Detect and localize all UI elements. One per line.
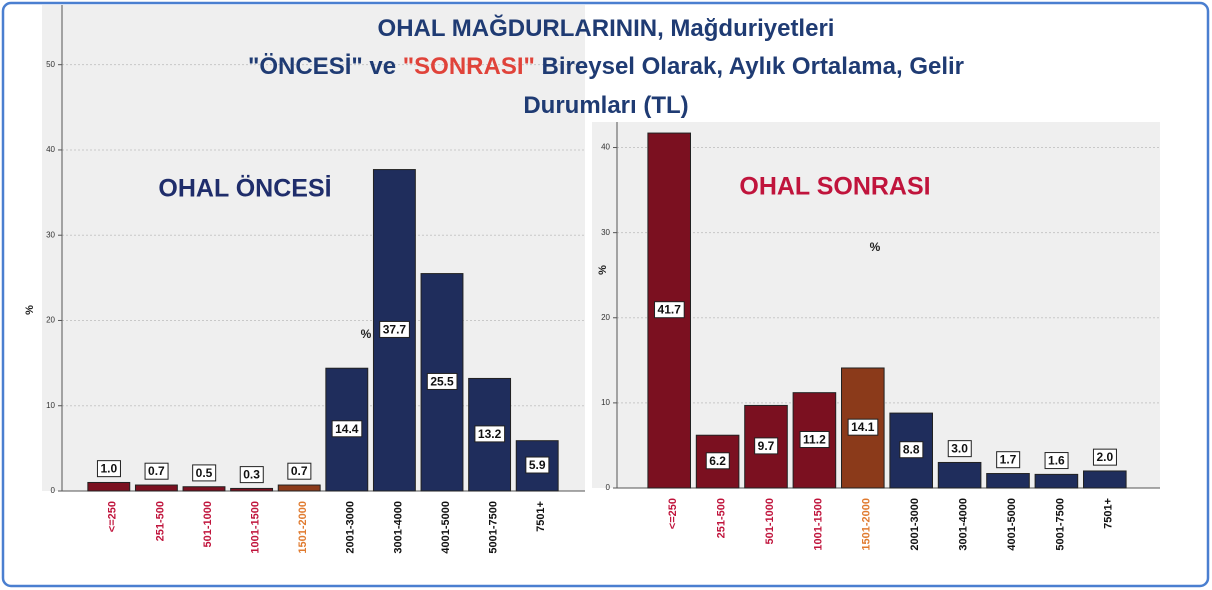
value-label-box	[474, 425, 506, 443]
value-label: 3.0	[951, 442, 968, 456]
value-label-box	[705, 452, 730, 470]
x-tick-label: 4001-5000	[1006, 498, 1018, 551]
value-label-box	[96, 460, 121, 478]
y-tick-label: 30	[46, 230, 55, 239]
chart-title: OHAL MAĞDURLARININ, Mağduriyetleri	[378, 14, 835, 42]
value-label: 11.2	[803, 433, 826, 447]
x-tick-label: 1001-1500	[812, 498, 824, 551]
y-tick-label: 0	[51, 486, 56, 495]
y-tick-label: 40	[601, 143, 610, 152]
x-tick-label: 7501+	[1103, 498, 1115, 529]
value-label: 1.6	[1048, 454, 1065, 468]
value-label-box	[1044, 452, 1069, 470]
x-tick-label: 1001-1500	[250, 501, 262, 554]
value-label-box	[287, 462, 312, 480]
y-axis-label: %	[597, 265, 609, 275]
value-label: 1.7	[1000, 453, 1017, 467]
y-tick-label: 40	[46, 145, 55, 154]
y-tick-label: 10	[46, 401, 55, 410]
chart-subtitle: OHAL SONRASI	[739, 173, 930, 201]
annotation: %	[870, 240, 881, 254]
bar	[134, 484, 178, 492]
value-label: 37.7	[383, 322, 407, 336]
bar	[87, 481, 131, 492]
y-tick-label: 50	[46, 60, 55, 69]
x-tick-label: 2001-3000	[909, 498, 921, 551]
bar	[277, 484, 321, 492]
value-label-box	[144, 462, 169, 480]
value-label: 0.7	[291, 464, 308, 478]
x-tick-label: 3001-4000	[392, 501, 404, 554]
bar	[1034, 473, 1079, 489]
value-label: 13.2	[478, 427, 502, 441]
bar	[230, 487, 274, 492]
value-label-box	[525, 456, 550, 474]
value-label: 0.5	[196, 466, 213, 480]
x-tick-label: 5001-7500	[488, 501, 500, 554]
x-tick-label: 3001-4000	[958, 498, 970, 551]
bar	[182, 486, 226, 492]
y-tick-label: 20	[601, 313, 610, 322]
bar	[937, 461, 982, 489]
value-label-box	[331, 420, 363, 438]
chart-subtitle: OHAL ÖNCESİ	[158, 174, 331, 203]
x-tick-label: 501-1000	[202, 501, 214, 548]
title-part: OHAL MAĞDURLARININ,	[378, 14, 664, 42]
value-label: 6.2	[709, 454, 726, 468]
value-label-box	[847, 418, 879, 436]
x-tick-label: 1501-2000	[297, 501, 309, 554]
y-tick-label: 20	[46, 316, 55, 325]
chart-title: "ÖNCESİ" ve "SONRASI" Bireysel Olarak, A…	[248, 53, 964, 80]
value-label-box	[899, 441, 924, 459]
value-label: 14.4	[335, 422, 359, 436]
value-label: 0.7	[148, 464, 165, 478]
title-part: "SONRASI"	[403, 53, 535, 80]
y-tick-label: 0	[606, 483, 611, 492]
title-part: Bireysel Olarak, Aylık Ortalama, Gelir	[535, 53, 964, 80]
x-tick-label: 5001-7500	[1054, 498, 1066, 551]
y-tick-label: 30	[601, 228, 610, 237]
x-tick-label: 2001-3000	[345, 501, 357, 554]
title-part: Durumları (TL)	[523, 92, 688, 119]
bar	[986, 473, 1030, 489]
y-tick-label: 10	[601, 398, 610, 407]
value-label: 2.0	[1096, 450, 1113, 464]
value-label: 14.1	[851, 420, 875, 434]
value-label: 25.5	[430, 374, 454, 388]
x-tick-label: 501-1000	[764, 498, 776, 545]
bar	[1083, 470, 1127, 489]
x-tick-label: 251-500	[154, 501, 166, 541]
value-label: 0.3	[243, 468, 260, 482]
x-tick-label: <=250	[107, 501, 119, 532]
value-label-box	[654, 301, 685, 319]
value-label-box	[1092, 448, 1117, 466]
value-label: 8.8	[903, 443, 920, 457]
value-label-box	[754, 437, 779, 455]
x-tick-label: 4001-5000	[440, 501, 452, 554]
x-tick-label: <=250	[667, 498, 679, 529]
title-part: Mağduriyetleri	[664, 15, 835, 42]
value-label-box	[239, 466, 264, 484]
value-label: 5.9	[529, 458, 546, 472]
title-part: ve	[363, 53, 403, 80]
x-tick-label: 1501-2000	[861, 498, 873, 551]
title-part: "ÖNCESİ"	[248, 53, 363, 80]
value-label-box	[379, 320, 410, 338]
value-label-box	[426, 372, 458, 390]
annotation: %	[361, 327, 372, 341]
y-axis-label: %	[24, 305, 36, 315]
value-label-box	[192, 464, 217, 482]
value-label: 9.7	[758, 439, 775, 453]
x-tick-label: 7501+	[535, 501, 547, 532]
value-label-box	[947, 440, 972, 458]
chart-title: Durumları (TL)	[523, 92, 688, 119]
value-label: 1.0	[100, 462, 117, 476]
value-label-box	[996, 451, 1021, 469]
value-label-box	[799, 431, 830, 449]
x-tick-label: 251-500	[716, 498, 728, 538]
value-label: 41.7	[658, 303, 682, 317]
